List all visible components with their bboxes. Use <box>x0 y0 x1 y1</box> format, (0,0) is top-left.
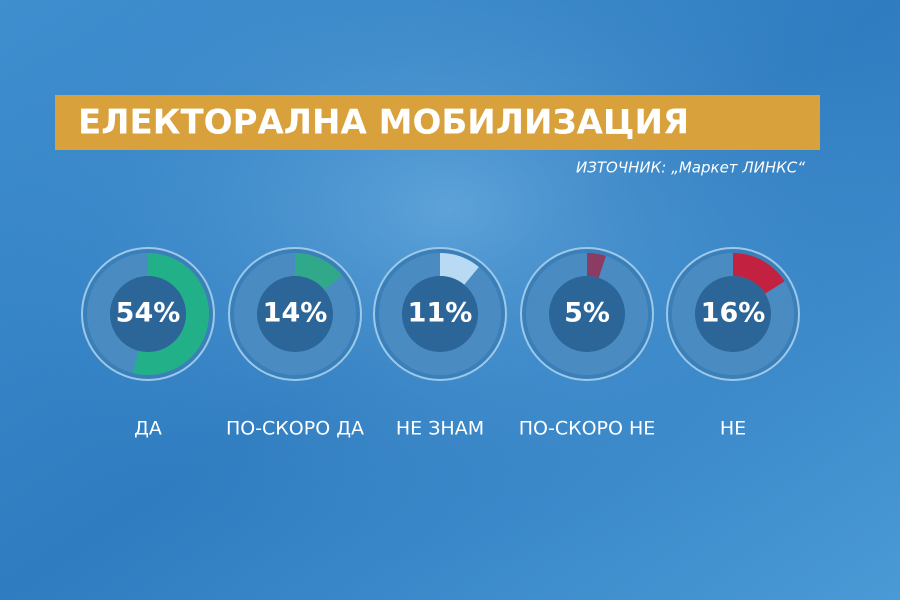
value-label: 16% <box>701 298 766 329</box>
gauge-center <box>549 276 625 352</box>
category-label: НЕ <box>720 418 746 440</box>
title-bar <box>55 95 820 150</box>
gauge-arc <box>440 253 479 285</box>
category-label: НЕ ЗНАМ <box>396 418 484 440</box>
gauge-arc <box>587 253 606 278</box>
value-label: 14% <box>263 298 328 329</box>
gauge-arc <box>733 253 785 294</box>
gauge-center <box>402 276 478 352</box>
gauge-arc <box>132 253 209 375</box>
chart-title: ЕЛЕКТОРАЛНА МОБИЛИЗАЦИЯ <box>78 103 689 143</box>
value-label: 11% <box>408 298 473 329</box>
value-label: 5% <box>564 298 610 329</box>
value-label: 54% <box>116 298 181 329</box>
gauge-center <box>257 276 333 352</box>
category-label: ПО-СКОРО НЕ <box>519 418 656 440</box>
gauge-center <box>110 276 186 352</box>
category-label: ДА <box>134 418 162 440</box>
gauge-arc <box>295 253 343 290</box>
source: ИЗТОЧНИК: „Маркет ЛИНКС“ <box>576 159 805 177</box>
category-label: ПО-СКОРО ДА <box>226 418 364 440</box>
gauge-center <box>695 276 771 352</box>
